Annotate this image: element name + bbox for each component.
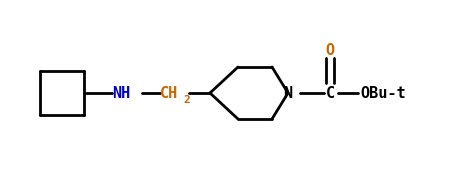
Text: 2: 2	[184, 95, 190, 105]
Text: O: O	[326, 43, 334, 58]
Text: CH: CH	[160, 85, 178, 100]
Text: C: C	[326, 85, 334, 100]
Text: N: N	[284, 85, 292, 100]
Text: OBu-t: OBu-t	[360, 85, 405, 100]
Text: NH: NH	[112, 85, 130, 100]
